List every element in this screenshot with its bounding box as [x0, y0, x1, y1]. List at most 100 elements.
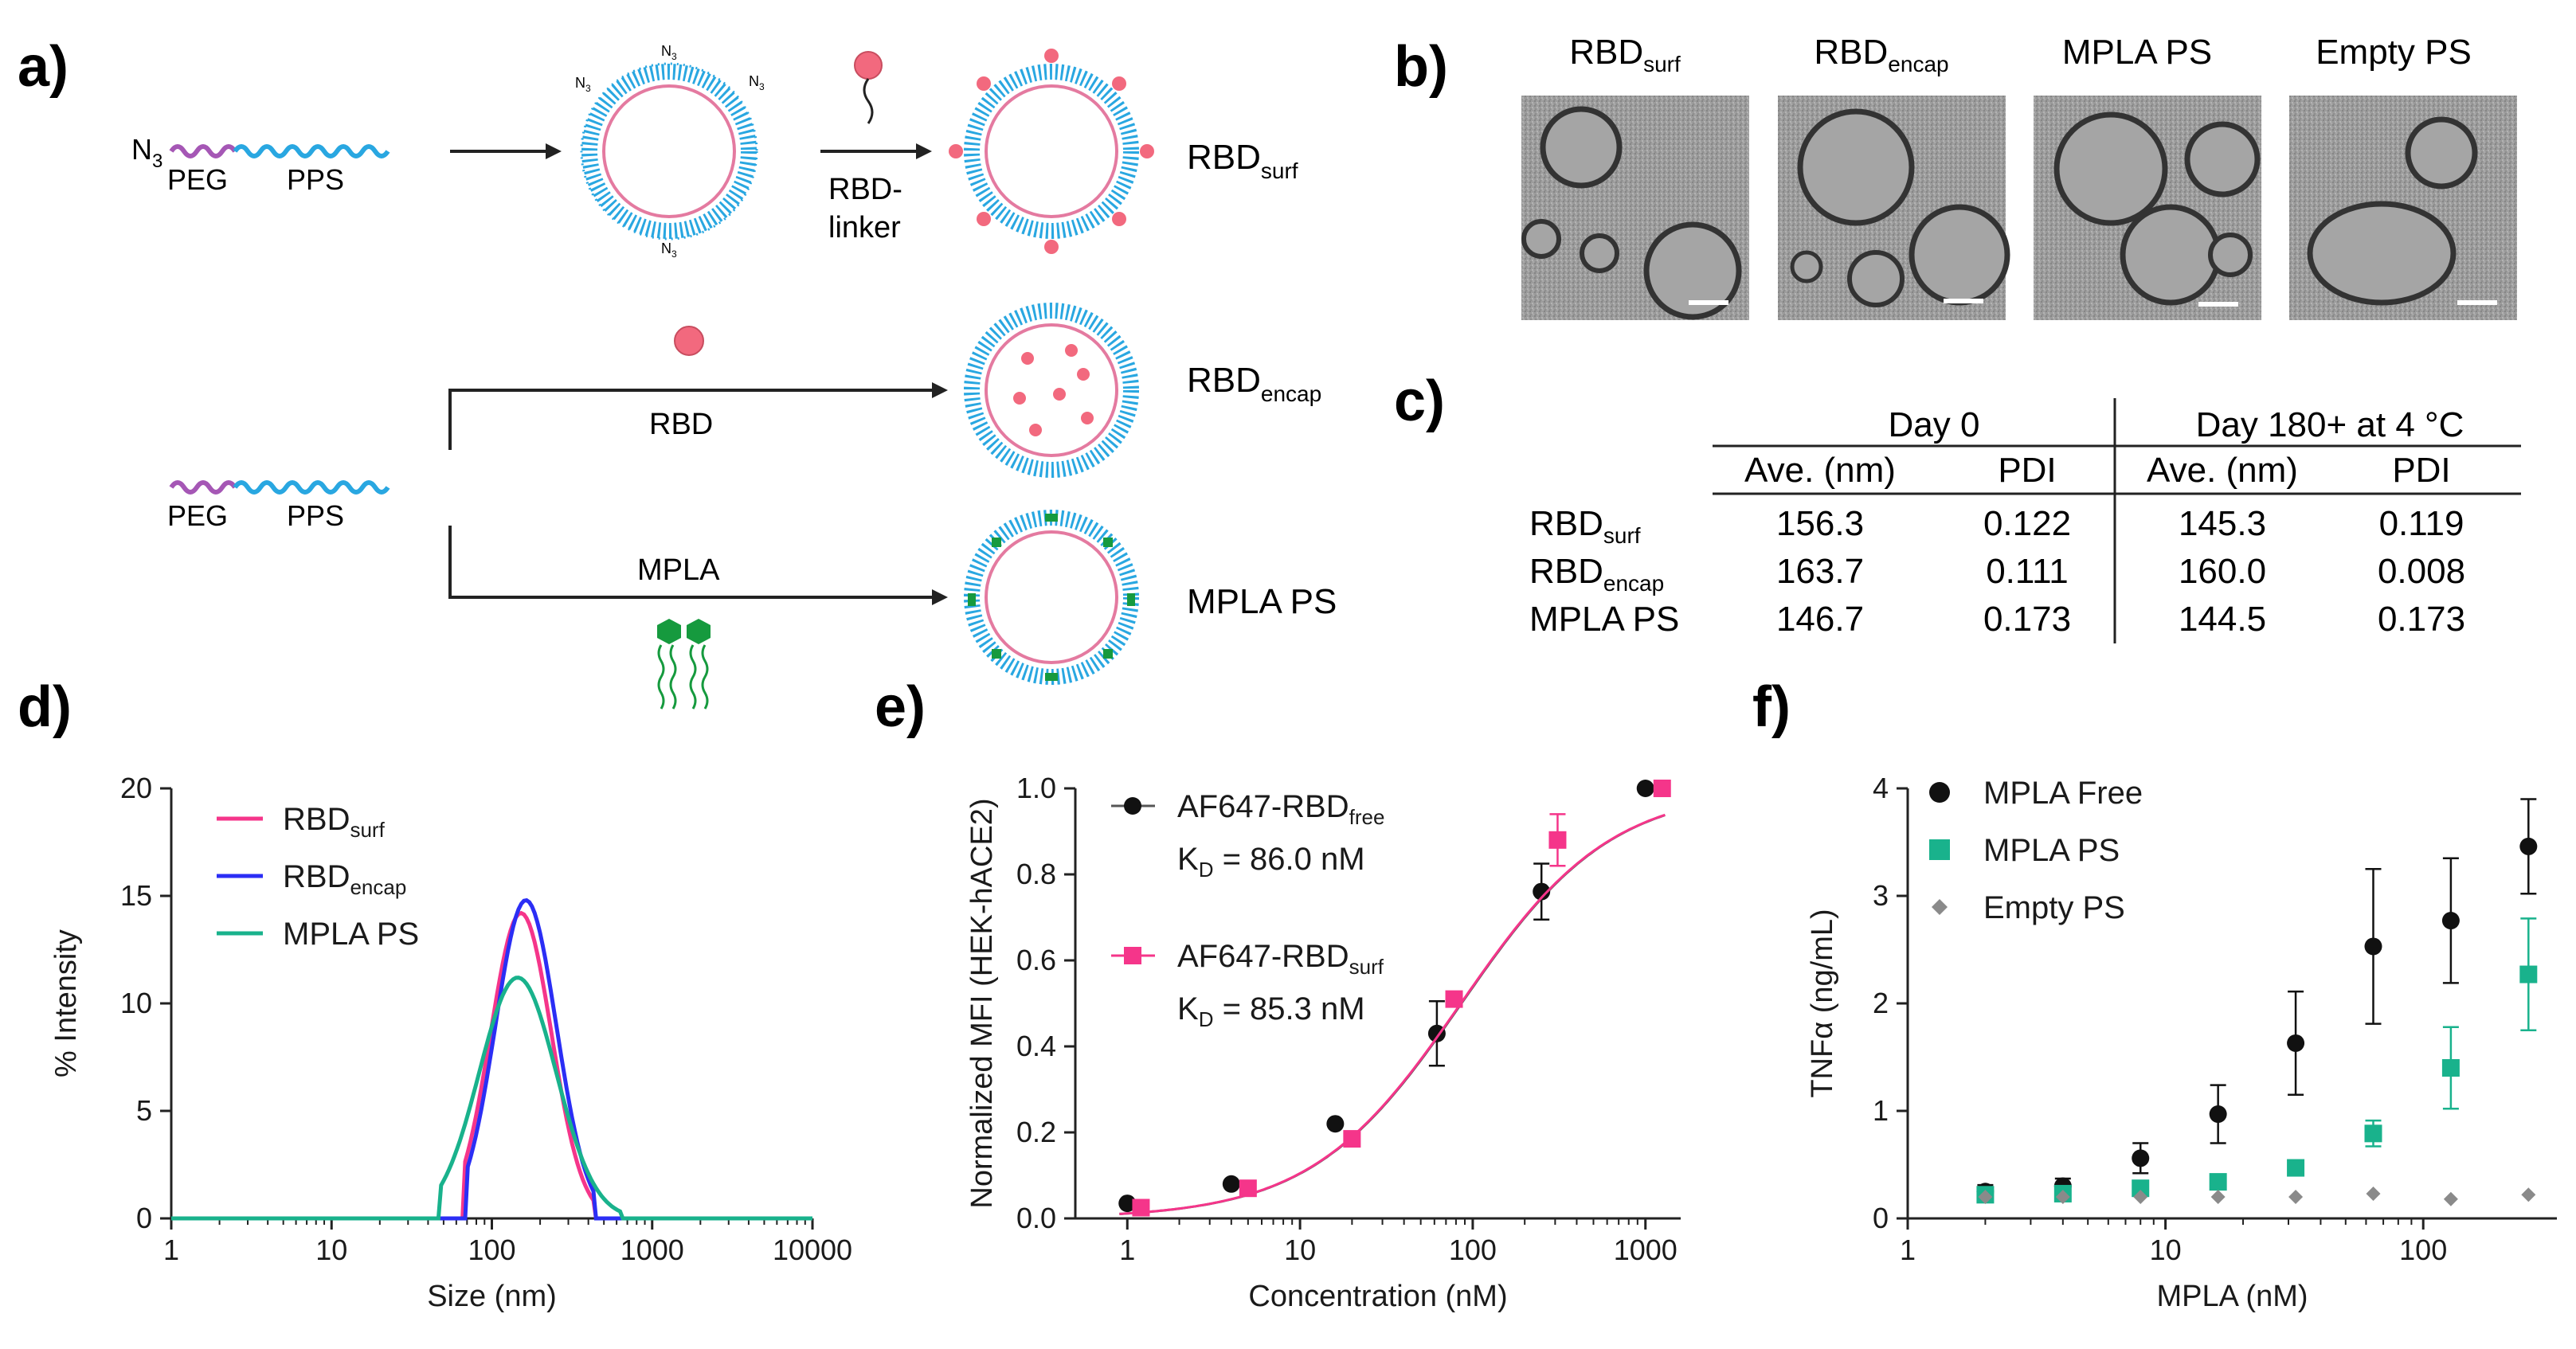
data-point: [2288, 1190, 2304, 1204]
data-point: [2209, 1105, 2227, 1124]
data-point: [2521, 1187, 2536, 1202]
panel-b-images: RBDsurf RBDencap MPLA PS Empty PS: [1521, 33, 2517, 320]
rbd-ball: [674, 326, 704, 356]
tem-image-empty-ps: [2289, 96, 2517, 320]
col-header-pdi-1: PDI: [1998, 451, 2056, 490]
legend-marker-1: [1929, 839, 1950, 860]
x-tick-label: 1: [1900, 1234, 1916, 1266]
series-line-0: [171, 910, 812, 1221]
arrow-4-head: [932, 589, 948, 605]
data-point: [1343, 1130, 1361, 1148]
tem-image-rbd-surf: [1521, 96, 1749, 320]
fit-curve-1: [1119, 813, 1666, 1215]
cell: 0.173: [1983, 600, 2071, 639]
rbd-linker-label-2: linker: [828, 211, 901, 244]
y-axis-label: TNFα (ng/mL): [1806, 909, 1839, 1097]
rbd-surf-vesicle: [949, 49, 1154, 254]
legend-label-0: AF647-RBDfree: [1177, 789, 1384, 829]
y-tick-label: 1.0: [1016, 772, 1056, 804]
data-point: [2287, 1034, 2305, 1052]
arrow-3-head: [932, 382, 948, 398]
kd-sub: D: [1199, 858, 1214, 882]
cell: 0.173: [2378, 600, 2465, 639]
legend-label-1: MPLA PS: [1983, 833, 2120, 868]
panel-label-c: c): [1394, 370, 1445, 433]
legend-label-1: RBDencap: [283, 859, 406, 899]
data-point: [2364, 1124, 2382, 1143]
panel-label-f: f): [1752, 675, 1791, 739]
x-tick-label: 10000: [773, 1234, 852, 1266]
y-tick-label: 20: [120, 772, 152, 804]
x-tick-label: 100: [2399, 1234, 2447, 1266]
legend-label-0-sub: surf: [350, 818, 385, 842]
data-point: [2132, 1179, 2150, 1198]
rbd-linker-ball: [854, 51, 883, 80]
azide-label-bottom: N3: [661, 240, 677, 260]
n3-label: N3: [131, 133, 162, 172]
x-axis-label: Size (nm): [427, 1280, 557, 1313]
rbd-encap-label: RBDencap: [1187, 361, 1321, 406]
y-tick-label: 0.0: [1016, 1202, 1056, 1234]
azide-label-left: N3: [575, 75, 591, 94]
arrow-2-head: [916, 143, 932, 159]
cell: 0.008: [2378, 552, 2465, 591]
tem-title-4: Empty PS: [2316, 33, 2472, 72]
data-point: [1326, 1115, 1345, 1133]
data-point: [1427, 1024, 1446, 1042]
data-point: [1239, 1179, 1257, 1198]
table-row: RBDencap 163.7 0.111 160.0 0.008: [1529, 552, 2465, 596]
cell: 0.122: [1983, 504, 2071, 543]
legend-label-0: MPLA Free: [1983, 776, 2143, 811]
data-point: [2366, 1186, 2381, 1201]
data-point: [2210, 1190, 2226, 1204]
row-name: RBDsurf: [1529, 504, 1641, 548]
group-header-day180: Day 180+ at 4 °C: [2196, 405, 2464, 444]
mpla-ps-label: MPLA PS: [1187, 582, 1337, 621]
mpla-molecule: [657, 619, 711, 710]
peg-chain-mid: [169, 480, 237, 495]
rbd-surf-label: RBDsurf: [1187, 138, 1298, 183]
kd-label-1: KD = 85.3 nM: [1177, 991, 1365, 1031]
panel-a-schematic: N3 PEG PPS N3 N3 N3 N3 RBD- linker: [131, 43, 1337, 710]
group-header-day0: Day 0: [1889, 405, 1980, 444]
x-tick-label: 100: [1449, 1234, 1497, 1266]
kd-sub: D: [1199, 1007, 1214, 1031]
kd-k: K: [1177, 991, 1199, 1026]
kd-value: = 86.0 nM: [1213, 842, 1364, 877]
y-tick-label: 3: [1873, 879, 1889, 912]
data-point: [2519, 837, 2538, 855]
series-line-1: [171, 897, 812, 1221]
col-header-ave-2: Ave. (nm): [2147, 451, 2298, 490]
cell: 163.7: [1776, 552, 1864, 591]
pps-chain-mid: [233, 480, 390, 495]
pps-chain-top: [233, 144, 390, 158]
data-point: [2364, 937, 2382, 956]
y-axis-label: % Intensity: [49, 929, 83, 1077]
table-row: MPLA PS 146.7 0.173 144.5 0.173: [1529, 600, 2465, 639]
series-line-2: [171, 976, 812, 1221]
data-point: [2443, 1191, 2458, 1206]
chart-d-size-distribution: 1 10 100 1000 10000 0 5 10 15 20 Size (nm) % Intens…: [49, 772, 852, 1313]
mpla-label: MPLA: [637, 553, 720, 587]
data-point: [1653, 780, 1671, 797]
peg-label-top: PEG: [167, 163, 228, 196]
legend-marker-0: [1124, 797, 1141, 815]
x-tick-label: 10: [1284, 1234, 1316, 1266]
tem-title-3: MPLA PS: [2062, 33, 2212, 72]
pps-label-mid: PPS: [287, 499, 344, 532]
peg-chain-top: [169, 144, 237, 158]
rbd-linker-label-1: RBD-: [828, 173, 902, 206]
row-name: MPLA PS: [1529, 600, 1679, 639]
kd-value: = 85.3 nM: [1213, 991, 1364, 1026]
y-tick-label: 0.2: [1016, 1116, 1056, 1148]
data-point: [2519, 965, 2538, 983]
x-tick-label: 1000: [1614, 1234, 1678, 1266]
legend-label-0-main: AF647-RBD: [1177, 789, 1349, 824]
peg-label-mid: PEG: [167, 499, 228, 532]
cell: 0.119: [2379, 504, 2464, 543]
mpla-ps-vesicle: [964, 510, 1139, 685]
data-point: [2055, 1190, 2070, 1204]
data-point: [1118, 1195, 1137, 1213]
rbd-label: RBD: [649, 408, 713, 441]
